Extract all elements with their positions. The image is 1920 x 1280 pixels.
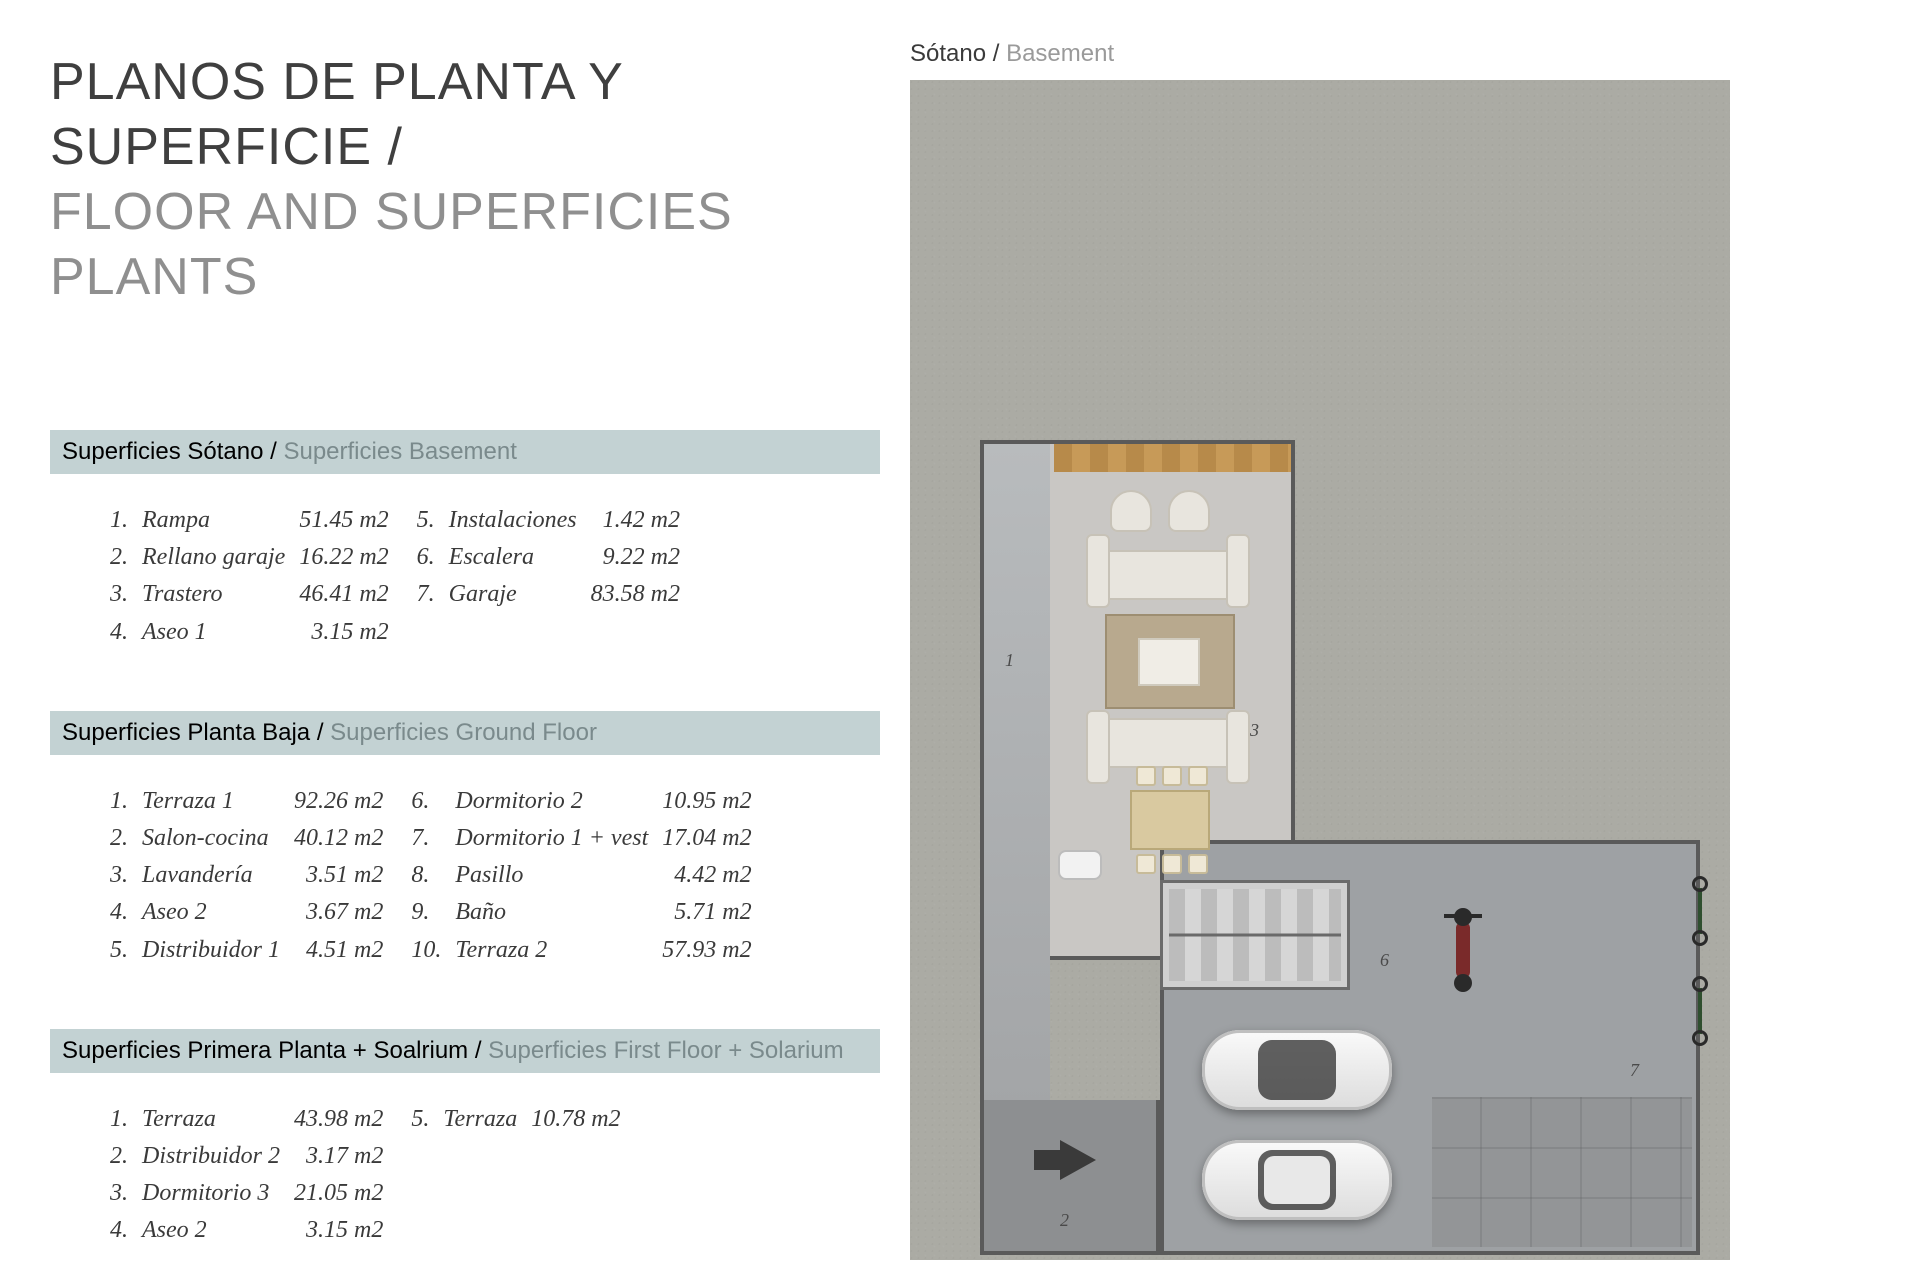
table-column: 10.95 m217.04 m24.42 m25.71 m257.93 m2	[662, 783, 751, 969]
section-header-es: Superficies Sótano /	[62, 438, 277, 465]
bicycle-icon	[1690, 980, 1710, 1042]
column-group: 5.Terraza10.78 m2	[411, 1101, 620, 1250]
table-column: 1.42 m29.22 m283.58 m2	[591, 502, 680, 651]
title-line-1: PLANOS DE PLANTA Y SUPERFICIE /	[50, 50, 880, 180]
table-column: 10.78 m2	[531, 1101, 620, 1250]
column-group: 1.2.3.4. TerrazaDistribuidor 2Dormitorio …	[110, 1101, 383, 1250]
right-column: Sótano / Basement	[910, 40, 1870, 1240]
column-group: 5.6.7. InstalacionesEscaleraGaraje1.42 m2…	[417, 502, 680, 651]
table-column: 43.98 m23.17 m221.05 m23.15 m2	[294, 1101, 383, 1250]
car-icon	[1202, 1030, 1392, 1110]
table-column: RampaRellano garajeTrasteroAseo 1	[142, 502, 285, 651]
chair-icon	[1136, 766, 1156, 786]
table-column: Terraza 1Salon-cocinaLavanderíaAseo 2Dis…	[142, 783, 280, 969]
chair-icon	[1136, 854, 1156, 874]
column-group: 6.7.8.9.10. Dormitorio 2Dormitorio 1 + ve…	[411, 783, 751, 969]
stairs	[1160, 880, 1350, 990]
table-column: TerrazaDistribuidor 2Dormitorio 3Aseo 2	[142, 1101, 280, 1250]
column-group: 1.2.3.4.5. Terraza 1Salon-cocinaLavanderí…	[110, 783, 383, 969]
entry-arrow-icon	[1060, 1140, 1096, 1180]
section-header: Superficies Planta Baja / Superficies Gr…	[50, 711, 880, 755]
plan-label-en: Basement	[999, 40, 1114, 67]
dining-table-icon	[1130, 790, 1210, 850]
room-rampa	[980, 440, 1050, 1170]
sofa-icon	[1088, 718, 1248, 768]
chair-icon	[1188, 766, 1208, 786]
plan-label-es: Sótano /	[910, 40, 999, 67]
section-header-en: Superficies Basement	[277, 438, 517, 465]
room-number-label: 6	[1380, 950, 1389, 971]
sink-icon	[1058, 850, 1102, 880]
title-block: PLANOS DE PLANTA Y SUPERFICIE / FLOOR AN…	[50, 50, 880, 310]
section-body: 1.2.3.4.5. Terraza 1Salon-cocinaLavanderí…	[50, 783, 880, 969]
armchair-icon	[1110, 490, 1152, 532]
section-header: Superficies Primera Planta + Soalrium / …	[50, 1029, 880, 1073]
motorcycle-icon	[1450, 910, 1476, 990]
sections-container: Superficies Sótano / Superficies Basemen…	[50, 430, 880, 1249]
chair-icon	[1188, 854, 1208, 874]
table-column: 92.26 m240.12 m23.51 m23.67 m24.51 m2	[294, 783, 383, 969]
section-header-es: Superficies Primera Planta + Soalrium /	[62, 1037, 482, 1064]
title-line-2: FLOOR AND SUPERFICIES PLANTS	[50, 180, 880, 310]
plan-label: Sótano / Basement	[910, 40, 1870, 68]
table-column: 1.2.3.4.5.	[110, 783, 128, 969]
table-column: 5.	[411, 1101, 429, 1250]
table-column: 1.2.3.4.	[110, 502, 128, 651]
table-column: Dormitorio 2Dormitorio 1 + vestPasilloBa…	[455, 783, 648, 969]
left-column: PLANOS DE PLANTA Y SUPERFICIE / FLOOR AN…	[50, 40, 910, 1240]
column-group: 1.2.3.4. RampaRellano garajeTrasteroAseo …	[110, 502, 389, 651]
section-body: 1.2.3.4. TerrazaDistribuidor 2Dormitorio …	[50, 1101, 880, 1250]
room-number-label: 7	[1630, 1060, 1639, 1081]
table-column: 1.2.3.4.	[110, 1101, 128, 1250]
table-column: InstalacionesEscaleraGaraje	[449, 502, 577, 651]
car-icon	[1202, 1140, 1392, 1220]
room-number-label: 2	[1060, 1210, 1069, 1231]
table-column: 5.6.7.	[417, 502, 435, 651]
room-number-label: 1	[1005, 650, 1014, 671]
wood-strip	[1054, 444, 1291, 472]
section-body: 1.2.3.4. RampaRellano garajeTrasteroAseo …	[50, 502, 880, 651]
armchair-icon	[1168, 490, 1210, 532]
chair-icon	[1162, 766, 1182, 786]
garage-tiles	[1432, 1097, 1692, 1247]
section-header-es: Superficies Planta Baja /	[62, 719, 323, 746]
page: PLANOS DE PLANTA Y SUPERFICIE / FLOOR AN…	[0, 0, 1920, 1280]
table-column: 51.45 m216.22 m246.41 m23.15 m2	[299, 502, 388, 651]
coffee-table-icon	[1138, 638, 1200, 686]
room-number-label: 3	[1250, 720, 1259, 741]
section-header-en: Superficies Ground Floor	[323, 719, 596, 746]
bicycle-icon	[1690, 880, 1710, 942]
section-header: Superficies Sótano / Superficies Basemen…	[50, 430, 880, 474]
chair-icon	[1162, 854, 1182, 874]
floor-plan: 1 2 3 6 7	[910, 80, 1730, 1260]
section-header-en: Superficies First Floor + Solarium	[482, 1037, 844, 1064]
sofa-icon	[1088, 550, 1248, 600]
table-column: Terraza	[443, 1101, 517, 1250]
table-column: 6.7.8.9.10.	[411, 783, 441, 969]
